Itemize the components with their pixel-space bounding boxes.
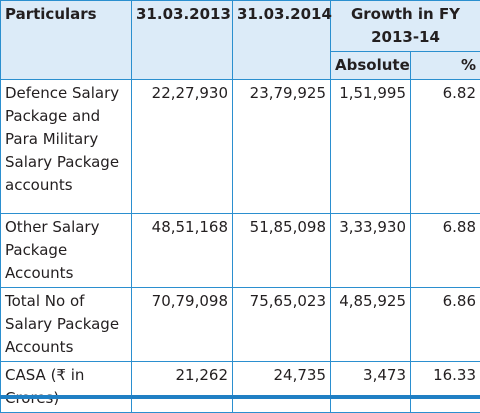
cell-absolute: 3,473 <box>331 362 411 413</box>
cell-2014: 75,65,023 <box>233 288 331 362</box>
cell-absolute: 1,51,995 <box>331 80 411 214</box>
header-row-1: Particulars 31.03.2013 31.03.2014 Growth… <box>1 1 480 52</box>
cell-2013: 70,79,098 <box>132 288 233 362</box>
table-bottom-rule <box>0 395 480 399</box>
header-growth: Growth in FY 2013-14 <box>331 1 480 52</box>
cell-percent: 16.33 <box>411 362 480 413</box>
cell-absolute: 3,33,930 <box>331 214 411 288</box>
cell-2014: 23,79,925 <box>233 80 331 214</box>
table-row: Defence Salary Package and Para Military… <box>1 80 480 214</box>
table-row: Total No of Salary Package Accounts 70,7… <box>1 288 480 362</box>
salary-package-table-container: Particulars 31.03.2013 31.03.2014 Growth… <box>0 0 480 401</box>
header-absolute: Absolute <box>331 52 411 80</box>
cell-2013: 22,27,930 <box>132 80 233 214</box>
table-row: CASA (₹ in Crores) 21,262 24,735 3,473 1… <box>1 362 480 413</box>
header-particulars: Particulars <box>1 1 132 80</box>
cell-absolute: 4,85,925 <box>331 288 411 362</box>
row-label: Defence Salary Package and Para Military… <box>1 80 132 214</box>
cell-2014: 51,85,098 <box>233 214 331 288</box>
cell-2013: 21,262 <box>132 362 233 413</box>
cell-2013: 48,51,168 <box>132 214 233 288</box>
cell-percent: 6.86 <box>411 288 480 362</box>
header-2014: 31.03.2014 <box>233 1 331 80</box>
cell-2014: 24,735 <box>233 362 331 413</box>
row-label: Other Salary Package Accounts <box>1 214 132 288</box>
cell-percent: 6.82 <box>411 80 480 214</box>
header-percent: % <box>411 52 480 80</box>
row-label: Total No of Salary Package Accounts <box>1 288 132 362</box>
table-row: Other Salary Package Accounts 48,51,168 … <box>1 214 480 288</box>
header-2013: 31.03.2013 <box>132 1 233 80</box>
cell-percent: 6.88 <box>411 214 480 288</box>
row-label: CASA (₹ in Crores) <box>1 362 132 413</box>
